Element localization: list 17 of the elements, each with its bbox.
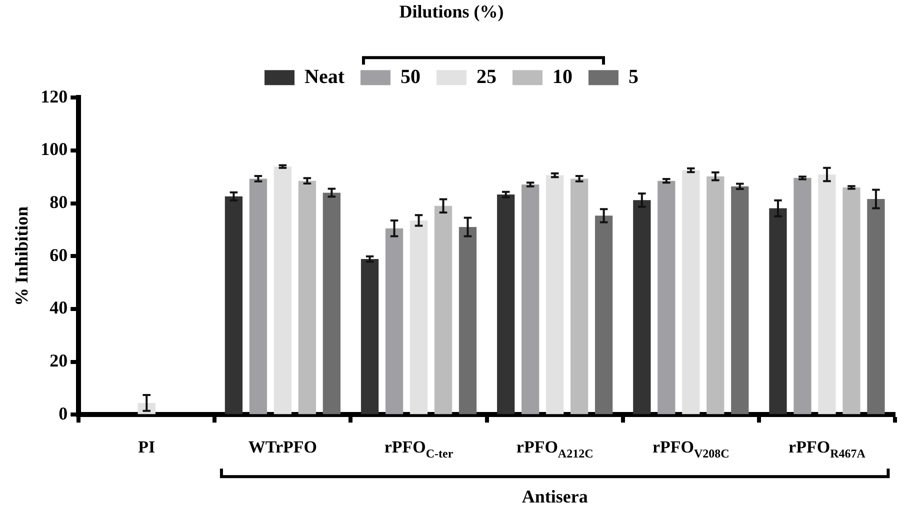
y-tick-label: 80 [50,192,68,212]
x-tick-label: PI [138,438,156,457]
y-tick-label: 40 [50,298,68,318]
legend-label: Neat [304,66,345,88]
y-tick-label: 60 [50,244,68,265]
y-tick-label: 100 [40,139,68,160]
legend-label: 50 [400,66,420,88]
legend-label: 10 [552,66,572,88]
legend-label: 5 [628,66,638,88]
y-tick-label: 120 [40,86,68,106]
y-axis-title: % Inhibition [11,206,32,306]
y-tick-label: 20 [50,350,68,370]
x-tick-label: WTrPFO [248,438,318,457]
x-axis-title: Antisera [522,486,588,507]
legend-title: Dilutions (%) [399,2,504,22]
y-tick-label: 0 [58,403,68,424]
legend-label: 25 [476,66,496,88]
